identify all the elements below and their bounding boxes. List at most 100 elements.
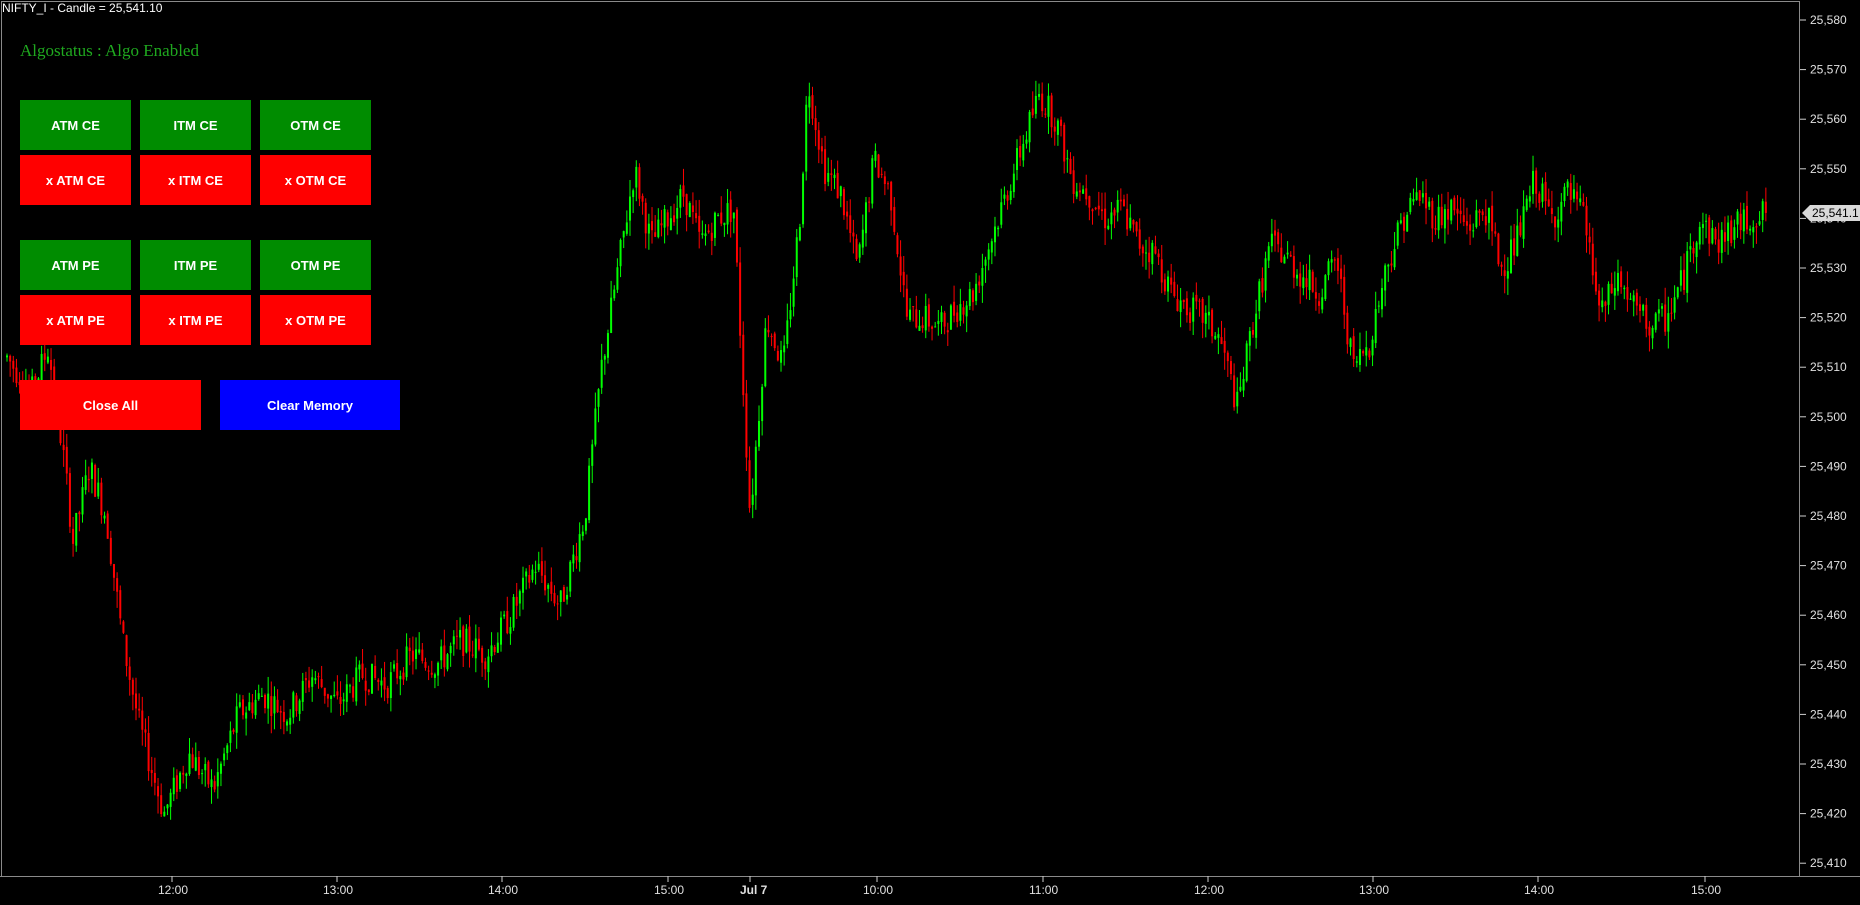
x-tick-label: 14:00 [488, 883, 518, 897]
candle [1506, 257, 1509, 295]
candle [326, 693, 329, 708]
candle [713, 211, 716, 247]
candle [1352, 328, 1355, 367]
candle [540, 547, 543, 583]
exit-atm-pe-button[interactable]: x ATM PE [20, 295, 131, 345]
candle [1588, 222, 1591, 255]
close-all-button[interactable]: Close All [20, 380, 201, 430]
candle [1280, 233, 1283, 263]
candle [279, 705, 282, 730]
candle [931, 325, 934, 341]
candle [1138, 218, 1141, 256]
candle [1598, 283, 1601, 322]
candle [896, 232, 899, 258]
candle [163, 806, 166, 817]
candle [742, 321, 745, 407]
clear-memory-button[interactable]: Clear Memory [220, 380, 400, 430]
candle [1610, 272, 1613, 294]
candle [1082, 185, 1085, 194]
x-tick-label: 15:00 [1691, 883, 1721, 897]
candle [1119, 188, 1122, 211]
candle [798, 223, 801, 242]
candle [235, 693, 238, 749]
candle [515, 582, 518, 619]
candle [1236, 377, 1239, 414]
exit-otm-pe-button[interactable]: x OTM PE [260, 295, 371, 345]
candle [1572, 175, 1575, 203]
candle [1349, 337, 1352, 356]
candle [219, 761, 222, 787]
candle [1550, 190, 1553, 224]
candle [65, 433, 68, 485]
candle [1308, 254, 1311, 301]
candle [131, 677, 134, 711]
candle [1465, 207, 1468, 235]
candle [833, 168, 836, 190]
candle [871, 154, 874, 209]
candle [1220, 320, 1223, 345]
candle [673, 203, 676, 226]
candle [1686, 241, 1689, 303]
candle [1761, 198, 1764, 233]
candle [685, 193, 688, 232]
otm-pe-button[interactable]: OTM PE [260, 240, 371, 290]
otm-ce-button[interactable]: OTM CE [260, 100, 371, 150]
exit-atm-ce-button[interactable]: x ATM CE [20, 155, 131, 205]
candle [1560, 193, 1563, 236]
candle [666, 209, 669, 236]
candle [874, 143, 877, 168]
candle [1245, 340, 1248, 383]
candle [1516, 208, 1519, 257]
candle [1664, 287, 1667, 336]
y-tick-label: 25,470 [1810, 559, 1847, 573]
candle [345, 674, 348, 713]
candle [1110, 202, 1113, 240]
candle [1594, 257, 1597, 295]
candle [1145, 239, 1148, 270]
atm-ce-button[interactable]: ATM CE [20, 100, 131, 150]
candle [625, 210, 628, 236]
candle [352, 677, 355, 702]
candle [509, 617, 512, 645]
candle [544, 560, 547, 596]
candle [282, 700, 285, 735]
exit-itm-pe-button[interactable]: x ITM PE [140, 295, 251, 345]
candle [1579, 185, 1582, 206]
candle [1340, 254, 1343, 293]
candle [185, 772, 188, 789]
candle [1415, 177, 1418, 201]
candle [1116, 190, 1119, 222]
candle [370, 663, 373, 695]
candle [1113, 207, 1116, 229]
candle [1374, 291, 1377, 349]
candle [1358, 332, 1361, 372]
candle [1399, 213, 1402, 225]
candle [150, 756, 153, 787]
exit-itm-ce-button[interactable]: x ITM CE [140, 155, 251, 205]
candle [789, 292, 792, 328]
candle [1223, 327, 1226, 370]
candle [1453, 195, 1456, 216]
y-tick-label: 25,530 [1810, 261, 1847, 275]
candle [506, 596, 509, 635]
atm-pe-button[interactable]: ATM PE [20, 240, 131, 290]
candle [1185, 291, 1188, 323]
candle [852, 219, 855, 254]
candle [735, 207, 738, 267]
candle [449, 642, 452, 667]
candle [223, 747, 226, 767]
candle [1296, 269, 1299, 287]
candle [1758, 211, 1761, 227]
candle [1679, 256, 1682, 292]
candle [1274, 219, 1277, 252]
candle [691, 192, 694, 225]
candle [1500, 261, 1503, 276]
candle [471, 640, 474, 658]
candle [1723, 216, 1726, 252]
candle [1745, 191, 1748, 235]
itm-ce-button[interactable]: ITM CE [140, 100, 251, 150]
exit-otm-ce-button[interactable]: x OTM CE [260, 155, 371, 205]
candle [783, 335, 786, 366]
candle [232, 728, 235, 735]
itm-pe-button[interactable]: ITM PE [140, 240, 251, 290]
